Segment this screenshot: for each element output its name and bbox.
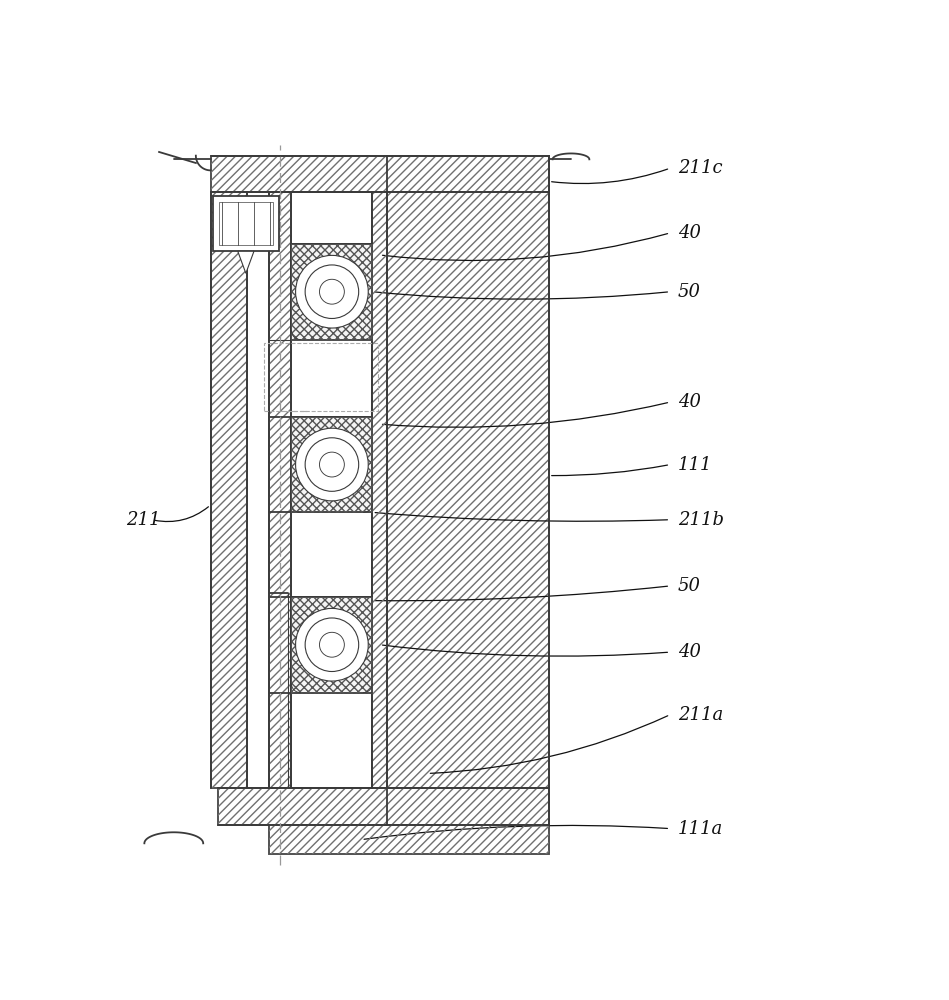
Bar — [291, 244, 372, 340]
Bar — [270, 192, 291, 788]
Bar — [291, 597, 372, 693]
Bar — [372, 192, 387, 788]
Bar — [270, 192, 291, 788]
Circle shape — [295, 608, 368, 681]
Circle shape — [320, 452, 344, 477]
Bar — [211, 192, 248, 788]
Circle shape — [295, 255, 368, 328]
Bar — [291, 417, 372, 512]
Text: 50: 50 — [678, 577, 700, 595]
Bar — [213, 196, 279, 251]
Bar — [387, 156, 549, 825]
Bar — [291, 417, 372, 512]
Text: 211a: 211a — [678, 706, 723, 724]
Polygon shape — [238, 251, 254, 273]
Text: 211b: 211b — [678, 511, 723, 529]
Text: 111: 111 — [678, 456, 712, 474]
Circle shape — [306, 618, 359, 672]
Bar — [211, 156, 549, 192]
Text: 40: 40 — [678, 393, 700, 411]
Bar — [218, 788, 549, 825]
Circle shape — [306, 438, 359, 491]
Bar — [387, 156, 549, 825]
Text: 211c: 211c — [678, 159, 722, 177]
Text: 50: 50 — [678, 283, 700, 301]
Circle shape — [295, 428, 368, 501]
Text: 211: 211 — [126, 511, 160, 529]
Circle shape — [320, 279, 344, 304]
Bar — [264, 343, 379, 411]
Bar — [211, 192, 248, 788]
Bar — [218, 202, 273, 245]
Circle shape — [320, 632, 344, 657]
Bar — [291, 244, 372, 340]
Bar — [291, 597, 372, 693]
Bar — [372, 192, 387, 788]
Text: 111a: 111a — [678, 820, 723, 838]
Bar — [211, 156, 549, 192]
Bar — [218, 788, 549, 825]
Circle shape — [306, 265, 359, 318]
Text: 40: 40 — [678, 643, 700, 661]
Text: 40: 40 — [678, 224, 700, 242]
Bar — [270, 825, 549, 854]
Bar — [270, 825, 549, 854]
